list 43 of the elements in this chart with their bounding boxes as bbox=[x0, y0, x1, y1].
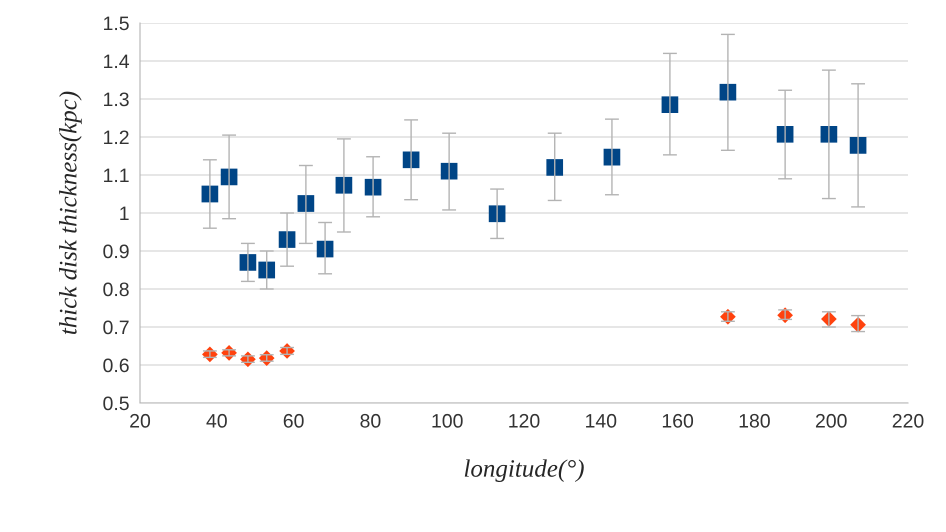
point bbox=[258, 262, 276, 278]
y-tick-label: 1.1 bbox=[104, 168, 129, 182]
point bbox=[336, 176, 352, 194]
point bbox=[240, 254, 256, 271]
x-axis-title: longitude(°) bbox=[464, 459, 584, 482]
x-tick-label: 120 bbox=[509, 414, 540, 428]
x-tick-label: 60 bbox=[284, 414, 304, 428]
point bbox=[316, 240, 334, 258]
y-axis-title: thick disk thickness(kpc) bbox=[59, 92, 82, 334]
point bbox=[298, 195, 314, 212]
point bbox=[202, 186, 218, 202]
y-tick-label: 0.9 bbox=[103, 244, 129, 258]
y-tick-label: 0.6 bbox=[103, 358, 129, 372]
y-tick-label: 0.5 bbox=[103, 396, 129, 410]
y-tick-label: 1.2 bbox=[104, 130, 129, 144]
point bbox=[278, 231, 296, 248]
x-tick-label: 140 bbox=[586, 414, 616, 428]
x-tick-label: 200 bbox=[816, 414, 847, 428]
point bbox=[440, 162, 458, 180]
point bbox=[364, 178, 382, 196]
y-tick-label: 1 bbox=[120, 206, 129, 220]
y-tick-label: 1.5 bbox=[104, 16, 129, 30]
point bbox=[662, 96, 678, 114]
point bbox=[220, 168, 238, 186]
y-tick-label: 0.7 bbox=[103, 320, 129, 334]
x-tick-label: 40 bbox=[206, 414, 227, 428]
y-tick-label: 1.4 bbox=[104, 54, 130, 68]
y-tick-label: 1.3 bbox=[104, 92, 129, 106]
point bbox=[546, 159, 564, 176]
point bbox=[776, 126, 794, 143]
point bbox=[820, 126, 838, 143]
x-tick-label: 180 bbox=[740, 414, 770, 428]
point bbox=[720, 84, 736, 100]
point bbox=[488, 205, 506, 222]
x-tick-label: 100 bbox=[432, 414, 463, 428]
x-tick-label: 160 bbox=[662, 414, 694, 428]
point bbox=[850, 137, 866, 154]
point bbox=[604, 148, 620, 166]
y-tick-label: 0.8 bbox=[103, 282, 129, 296]
x-tick-label: 220 bbox=[892, 414, 924, 428]
x-tick-label: 20 bbox=[130, 414, 150, 428]
point bbox=[402, 151, 420, 168]
x-tick-label: 80 bbox=[360, 414, 380, 428]
